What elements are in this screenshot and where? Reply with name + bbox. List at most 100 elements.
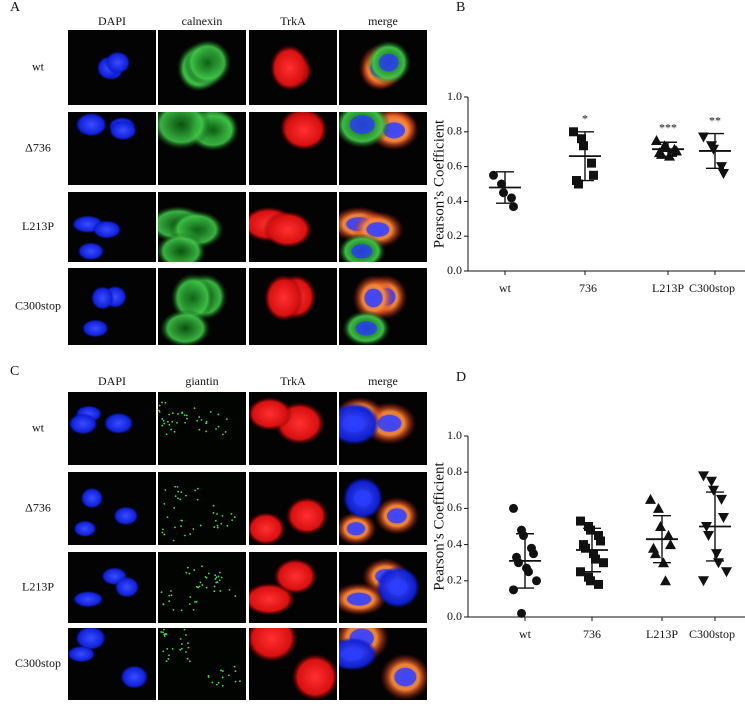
trka-stain	[273, 558, 317, 595]
golgi-dot	[192, 528, 195, 530]
golgi-dot	[168, 654, 170, 657]
nucleus	[77, 242, 105, 261]
golgi-dot	[163, 422, 166, 425]
data-point	[586, 576, 595, 586]
nucleus	[349, 115, 375, 135]
content: A DAPI calnexin TrkA merge wt Δ736 L213P C300sto…	[10, 0, 745, 700]
nucleus	[68, 645, 96, 663]
golgi-dot	[214, 574, 217, 577]
data-point	[655, 521, 666, 531]
data-point	[569, 127, 578, 137]
micrograph-content	[73, 487, 139, 537]
x-tick-label: C300stop	[689, 281, 735, 295]
row-label: L213P	[22, 579, 54, 593]
nucleus	[364, 288, 383, 308]
data-point	[524, 567, 533, 577]
golgi-dot	[198, 416, 201, 418]
golgi-dot	[239, 680, 241, 683]
golgi-dot	[168, 600, 171, 603]
micrograph-content	[68, 628, 149, 689]
nucleus	[80, 487, 104, 509]
y-tick-label: 0.2	[447, 228, 462, 242]
golgi-dot	[183, 414, 186, 417]
micrograph	[339, 392, 427, 465]
golgi-dot	[215, 428, 217, 430]
data-point	[574, 179, 583, 189]
micrograph-bg	[158, 628, 246, 700]
data-point	[489, 170, 498, 180]
panel-label: D	[456, 370, 466, 385]
golgi-dot	[162, 650, 165, 653]
micrograph	[339, 628, 427, 700]
golgi-dot	[161, 531, 164, 534]
nucleus	[366, 222, 390, 237]
golgi-dot	[201, 584, 204, 586]
data-point	[708, 485, 719, 496]
data-point	[718, 169, 729, 180]
data-point	[586, 525, 595, 535]
column-header: TrkA	[280, 14, 306, 28]
golgi-dot	[180, 491, 183, 494]
golgi-dot	[233, 516, 236, 519]
er-stain	[158, 232, 207, 262]
data-point	[660, 575, 671, 586]
micrograph	[339, 472, 427, 545]
golgi-dot	[180, 647, 183, 650]
golgi-dot	[161, 424, 164, 427]
data-point	[589, 170, 598, 180]
golgi-dot	[193, 407, 196, 410]
golgi-dot	[179, 638, 182, 640]
micrograph-content	[339, 397, 417, 446]
data-point	[499, 188, 508, 198]
golgi-dot	[189, 596, 192, 598]
micrograph-content	[249, 206, 313, 248]
golgi-dot	[193, 569, 196, 571]
micrograph-content	[280, 112, 328, 151]
y-tick-label: 0.0	[447, 263, 462, 277]
micrograph-content	[71, 215, 122, 261]
trka-stain	[249, 397, 293, 431]
panel-label: B	[456, 0, 465, 15]
golgi-dot	[222, 433, 224, 436]
micrograph-content	[264, 274, 317, 322]
golgi-dot	[166, 648, 169, 650]
nucleus	[73, 520, 97, 537]
data-point	[651, 135, 662, 145]
data-point	[721, 567, 732, 578]
golgi-dot	[228, 674, 230, 677]
golgi-dot	[177, 490, 180, 493]
golgi-dot	[189, 533, 192, 535]
micrograph-content	[81, 285, 127, 338]
data-point	[698, 576, 709, 587]
golgi-dot	[221, 514, 224, 517]
micrograph	[158, 628, 246, 700]
data-point	[594, 579, 603, 589]
golgi-dot	[173, 506, 176, 509]
data-point	[509, 585, 518, 595]
golgi-dot	[176, 485, 179, 488]
micrograph-content	[249, 497, 328, 545]
golgi-dot	[221, 684, 224, 687]
golgi-dot	[180, 525, 182, 527]
micrograph	[68, 392, 156, 465]
golgi-dot	[231, 519, 234, 522]
micrograph	[249, 472, 337, 545]
micrograph-content	[358, 40, 412, 91]
golgi-dot	[217, 575, 220, 578]
micrograph-content	[249, 558, 317, 616]
golgi-dot	[163, 635, 166, 637]
golgi-dot	[166, 516, 169, 519]
micrograph	[249, 112, 337, 185]
golgi-dot	[205, 586, 208, 589]
micrograph	[249, 628, 337, 700]
x-tick-label: wt	[499, 281, 512, 295]
golgi-dot	[220, 669, 222, 672]
golgi-dot	[170, 590, 172, 592]
y-tick-label: 1.0	[447, 428, 462, 442]
micrograph-content	[249, 628, 337, 700]
micrograph	[339, 552, 427, 623]
golgi-dot	[216, 513, 218, 515]
golgi-dot	[163, 533, 166, 536]
golgi-dot	[168, 594, 171, 597]
micrograph	[68, 552, 156, 623]
